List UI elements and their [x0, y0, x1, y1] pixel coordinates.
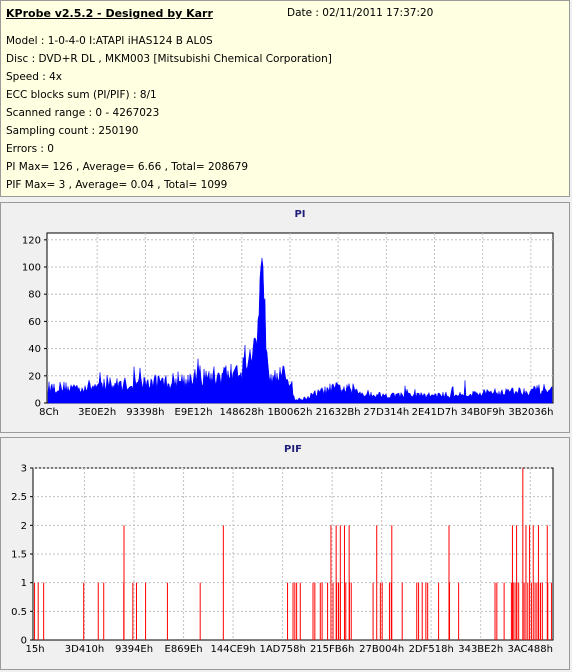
pif-y-tick-label: 1	[21, 578, 27, 589]
pi-x-tick-label: 3E0E2h	[78, 407, 116, 418]
pif-x-tick-label: 9394Eh	[115, 644, 153, 655]
pif-title: PIF	[284, 444, 302, 455]
pif-x-tick-label: 3AC488h	[508, 644, 553, 655]
pi-x-tick-label: 1B0062h	[267, 407, 312, 418]
pi-y-tick-label: 40	[28, 344, 41, 355]
pif-stats-line: PIF Max= 3 , Average= 0.04 , Total= 1099	[6, 179, 228, 191]
disc-line: Disc : DVD+R DL , MKM003 [Mitsubishi Che…	[6, 53, 332, 65]
pif-y-tick-label: 3	[21, 464, 27, 475]
pi-title: PI	[294, 209, 305, 220]
scan-date: Date : 02/11/2011 17:37:20	[287, 7, 434, 19]
pi-x-tick-label: 21632Bh	[316, 407, 361, 418]
pif-y-tick-label: 0	[21, 636, 27, 647]
ecc-line: ECC blocks sum (PI/PIF) : 8/1	[6, 89, 157, 101]
pif-x-tick-label: 215FB6h	[310, 644, 354, 655]
pi-x-tick-label: 34B0F9h	[461, 407, 505, 418]
pi-x-tick-label: 93398h	[126, 407, 164, 418]
pi-y-tick-label: 20	[28, 371, 41, 382]
pif-x-tick-label: 2DF518h	[409, 644, 454, 655]
speed-line: Speed : 4x	[6, 71, 63, 83]
pi-chart-panel: PI 0 20 40 60 80 100 120 8Ch 3E0E2h 93398h E9E12h 14…	[0, 202, 570, 433]
pif-y-tick-label: 0.5	[11, 607, 27, 618]
pif-x-tick-label: E869Eh	[165, 644, 203, 655]
range-line: Scanned range : 0 - 4267023	[6, 107, 160, 119]
pi-chart: PI 0 20 40 60 80 100 120 8Ch 3E0E2h 93398h E9E12h 14…	[22, 209, 554, 418]
pif-x-tick-label: 27B004h	[359, 644, 404, 655]
pi-y-tick-label: 80	[28, 290, 41, 301]
pi-plot-area	[46, 232, 554, 404]
errors-line: Errors : 0	[6, 143, 54, 155]
pi-stats-line: PI Max= 126 , Average= 6.66 , Total= 208…	[6, 161, 249, 173]
pif-x-tick-label: 15h	[25, 644, 44, 655]
pif-y-tick-label: 2.5	[11, 492, 27, 503]
sampling-line: Sampling count : 250190	[6, 125, 139, 137]
pi-x-tick-label: 2E41D7h	[412, 407, 458, 418]
pi-series-area	[47, 257, 553, 404]
pif-x-tick-label: 3D410h	[65, 644, 105, 655]
info-panel: KProbe v2.5.2 - Designed by Karr Date : …	[0, 0, 570, 197]
pi-x-tick-label: 8Ch	[39, 407, 59, 418]
pif-x-tick-label: 1AD758h	[259, 644, 305, 655]
pif-y-tick-label: 1.5	[11, 550, 27, 561]
pif-x-tick-label: 343BE2h	[458, 644, 503, 655]
model-line: Model : 1-0-4-0 I:ATAPI iHAS124 B AL0S	[6, 35, 213, 47]
pi-y-tick-label: 100	[22, 263, 41, 274]
pif-x-tick-label: 144CE9h	[211, 644, 256, 655]
pi-y-tick-label: 60	[28, 317, 41, 328]
pi-y-tick-label: 120	[22, 235, 41, 246]
pi-y-tick-label: 0	[35, 399, 41, 410]
pi-x-tick-label: 3B2036h	[508, 407, 553, 418]
pif-chart: PIF 0 0.5 1 1.5 2 2.5 3 15h 3D410h 9394Eh E869Eh 144…	[11, 444, 554, 655]
app-title: KProbe v2.5.2 - Designed by Karr	[6, 7, 213, 20]
pif-chart-panel: PIF 0 0.5 1 1.5 2 2.5 3 15h 3D410h 9394Eh E869Eh 144…	[0, 437, 570, 670]
pi-x-tick-label: E9E12h	[175, 407, 213, 418]
pif-y-tick-label: 2	[21, 521, 27, 532]
pi-x-tick-label: 27D314h	[363, 407, 409, 418]
pi-x-tick-label: 148628h	[220, 407, 265, 418]
